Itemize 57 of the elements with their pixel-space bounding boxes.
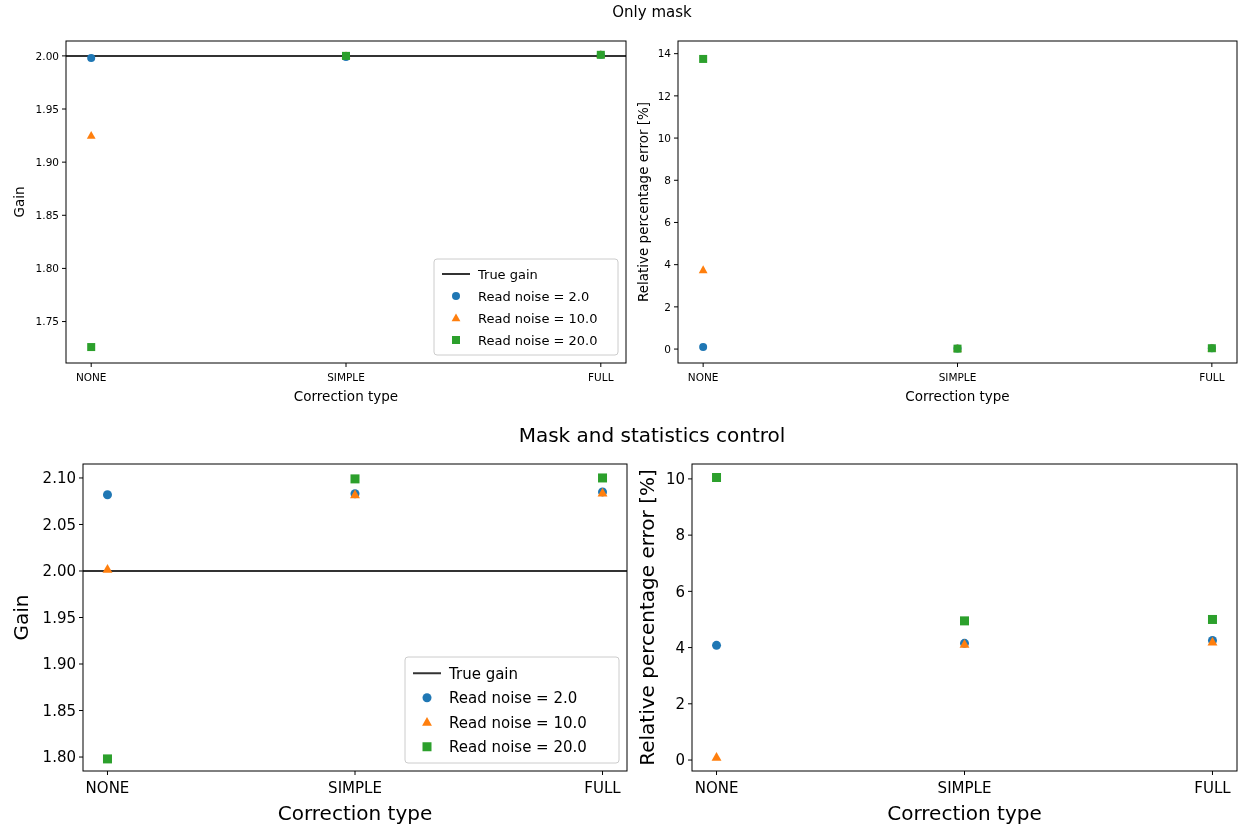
x-axis-title: Correction type: [887, 801, 1042, 824]
chart-title: Mask and statistics control: [518, 423, 786, 447]
chart-title: Only mask: [612, 3, 693, 21]
y-tick-label: 8: [664, 173, 671, 186]
y-tick-label: 1.80: [42, 748, 76, 767]
y-tick-label: 2: [675, 695, 685, 714]
y-tick-label: 1.85: [35, 208, 59, 221]
y-tick-label: 1.90: [42, 655, 76, 674]
y-tick-label: 0: [675, 751, 685, 770]
y-axis-title: Relative percentage error [%]: [635, 101, 651, 303]
y-tick-label: 6: [675, 582, 685, 601]
y-tick-label: 4: [675, 638, 685, 657]
y-tick-label: 10: [665, 470, 685, 489]
y-tick-label: 1.85: [42, 701, 76, 720]
x-axis-title: Correction type: [905, 388, 1010, 404]
y-tick-label: 2.00: [35, 49, 59, 62]
y-tick-label: 6: [664, 216, 672, 229]
y-axis-title: Gain: [11, 186, 27, 218]
y-tick-label: 1.95: [42, 608, 76, 627]
legend-label: Read noise = 10.0: [478, 310, 598, 326]
y-tick-label: 14: [657, 47, 672, 60]
y-tick-label: 1.80: [35, 262, 59, 275]
y-tick-label: 10: [657, 131, 671, 144]
x-tick-label: FULL: [584, 779, 622, 797]
x-tick-label: NONE: [85, 779, 130, 797]
y-tick-label: 2.00: [42, 562, 76, 581]
x-tick-label: FULL: [1199, 370, 1225, 383]
y-tick-label: 4: [664, 258, 672, 271]
y-tick-label: 1.95: [35, 102, 59, 115]
legend-label: Read noise = 2.0: [478, 288, 590, 304]
legend-label: Read noise = 10.0: [449, 713, 587, 732]
x-tick-label: NONE: [75, 370, 107, 383]
y-tick-label: 12: [657, 89, 671, 102]
y-tick-label: 2.10: [42, 469, 76, 488]
y-tick-label: 1.75: [35, 315, 59, 328]
x-tick-label: SIMPLE: [327, 370, 365, 383]
x-axis-title: Correction type: [277, 801, 433, 824]
x-tick-label: SIMPLE: [937, 779, 992, 797]
x-tick-label: NONE: [687, 370, 719, 383]
legend-label: True gain: [448, 664, 519, 683]
y-tick-label: 2.05: [42, 515, 76, 534]
legend-label: Read noise = 20.0: [449, 738, 587, 756]
y-axis-title: Relative percentage error [%]: [635, 469, 659, 766]
x-axis-title: Correction type: [293, 388, 399, 404]
y-tick-label: 1.90: [35, 155, 59, 168]
y-tick-label: 8: [675, 526, 685, 545]
x-tick-label: FULL: [588, 370, 614, 383]
y-axis-title: Gain: [9, 594, 33, 641]
y-tick-label: 2: [664, 300, 671, 313]
legend-label: Read noise = 20.0: [478, 332, 598, 348]
x-tick-label: SIMPLE: [328, 779, 382, 797]
legend-label: True gain: [477, 266, 538, 282]
x-tick-label: SIMPLE: [938, 370, 977, 383]
legend-label: Read noise = 2.0: [449, 689, 578, 707]
x-tick-label: NONE: [694, 779, 739, 797]
x-tick-label: FULL: [1194, 779, 1232, 797]
y-tick-label: 0: [664, 342, 671, 355]
